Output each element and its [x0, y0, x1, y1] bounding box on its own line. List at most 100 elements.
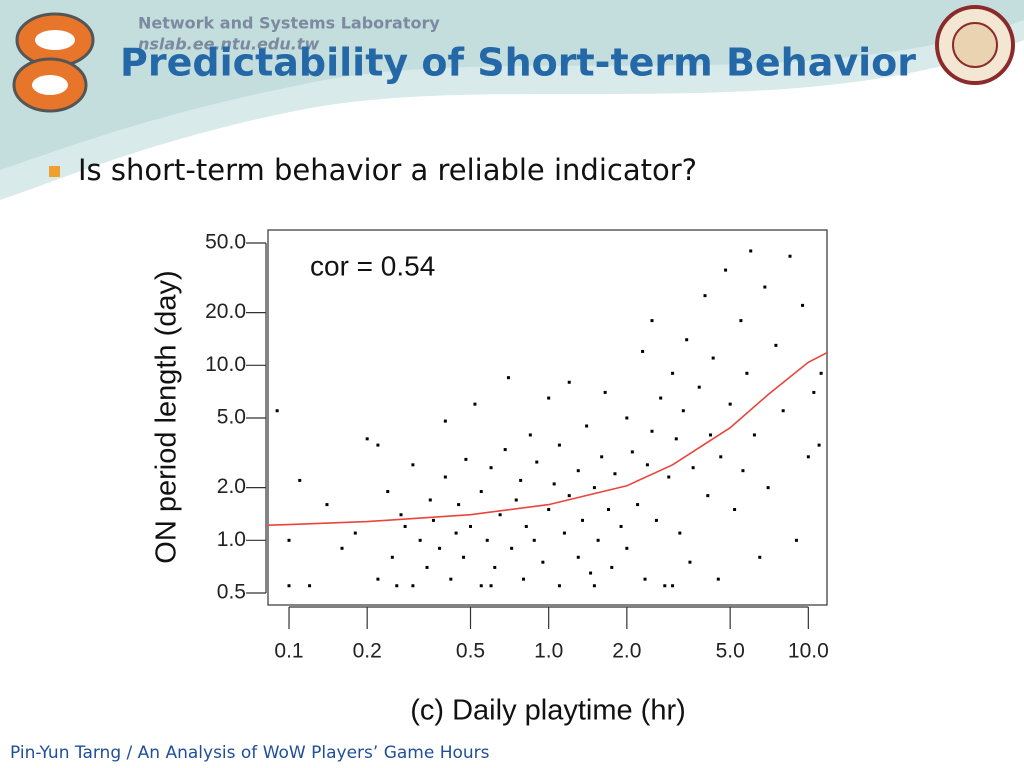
point	[728, 402, 732, 406]
point	[774, 343, 778, 347]
point	[801, 303, 805, 307]
point	[386, 490, 390, 494]
point	[585, 424, 589, 428]
point	[376, 443, 380, 447]
point	[287, 538, 291, 542]
point	[716, 577, 720, 581]
point	[510, 546, 514, 550]
y-tick-label: 5.0	[217, 406, 246, 429]
point	[519, 478, 523, 482]
point	[431, 518, 435, 522]
y-tick-label: 0.5	[217, 581, 246, 604]
y-axis-label: ON period length (day)	[151, 270, 183, 563]
point	[541, 560, 545, 564]
point	[641, 349, 645, 353]
point	[758, 555, 762, 559]
point	[287, 584, 291, 588]
point	[479, 584, 483, 588]
point	[643, 577, 647, 581]
bullet-marker	[49, 166, 60, 177]
y-tick-label: 10.0	[205, 353, 246, 376]
point	[532, 538, 536, 542]
point	[592, 486, 596, 490]
point	[443, 419, 447, 423]
point	[489, 584, 493, 588]
point	[443, 475, 447, 479]
point	[576, 469, 580, 473]
y-tick-label: 1.0	[217, 528, 246, 551]
point	[535, 460, 539, 464]
point	[479, 490, 483, 494]
point	[697, 385, 701, 389]
point	[685, 338, 689, 342]
point	[681, 409, 685, 413]
point	[645, 463, 649, 467]
point	[719, 455, 723, 459]
point	[524, 524, 528, 528]
x-tick-label: 2.0	[612, 640, 641, 663]
point	[325, 503, 329, 507]
point	[610, 565, 614, 569]
point	[418, 538, 422, 542]
point	[691, 466, 695, 470]
point	[794, 538, 798, 542]
point	[745, 371, 749, 375]
point	[781, 409, 785, 413]
point	[819, 371, 823, 375]
point	[650, 319, 654, 323]
point	[489, 466, 493, 470]
point	[485, 538, 489, 542]
point	[636, 503, 640, 507]
point	[817, 443, 821, 447]
point	[663, 584, 667, 588]
point	[353, 531, 357, 535]
point	[438, 546, 442, 550]
point	[390, 555, 394, 559]
point	[557, 584, 561, 588]
plot-frame	[267, 229, 828, 606]
fit-line	[267, 351, 828, 526]
point	[592, 584, 596, 588]
point	[589, 571, 593, 575]
point	[806, 455, 810, 459]
point	[562, 531, 566, 535]
point	[522, 577, 526, 581]
point	[464, 457, 468, 461]
point	[411, 584, 415, 588]
x-tick-label: 0.2	[353, 640, 382, 663]
point	[473, 402, 477, 406]
point	[469, 524, 473, 528]
point	[667, 475, 671, 479]
point	[688, 560, 692, 564]
point	[752, 433, 756, 437]
point	[503, 448, 507, 452]
lab-url: nslab.ee.ntu.edu.tw	[138, 35, 319, 54]
university-seal	[935, 5, 1015, 85]
point	[711, 356, 715, 360]
point	[449, 577, 453, 581]
x-tick-label: 0.1	[274, 640, 303, 663]
footer: Pin-Yun Tarng / An Analysis of WoW Playe…	[10, 743, 490, 763]
point	[788, 254, 792, 258]
lab-logo	[12, 12, 95, 113]
point	[403, 524, 407, 528]
point	[425, 565, 429, 569]
x-axis-label: (c) Daily playtime (hr)	[410, 695, 686, 727]
x-tick-label: 0.5	[456, 640, 485, 663]
point	[498, 513, 502, 517]
point	[671, 584, 675, 588]
point	[678, 531, 682, 535]
point	[457, 503, 461, 507]
point	[567, 380, 571, 384]
point	[514, 498, 518, 502]
point	[671, 371, 675, 375]
point	[741, 469, 745, 473]
point	[650, 429, 654, 433]
point	[619, 524, 623, 528]
point	[625, 416, 629, 420]
point	[454, 531, 458, 535]
point	[674, 437, 678, 441]
point	[607, 507, 611, 511]
point	[766, 486, 770, 490]
